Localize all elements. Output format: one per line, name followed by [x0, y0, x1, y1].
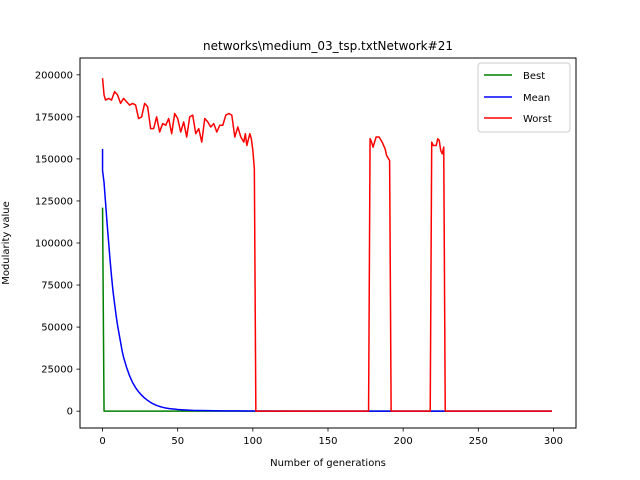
y-tick-label: 25000 [41, 365, 73, 376]
legend: Best Mean Worst [477, 62, 571, 133]
x-tick-label: 50 [171, 436, 184, 447]
series-line-worst [101, 78, 552, 412]
chart-title: networks\medium_03_tsp.txtNetwork#21 [203, 39, 453, 53]
y-tick-label: 75000 [41, 281, 73, 292]
series-line-mean [101, 148, 552, 412]
x-tick-label: 0 [99, 436, 105, 447]
legend-box [477, 62, 571, 133]
legend-label-best: Best [523, 71, 545, 82]
x-tick-label: 300 [544, 436, 563, 447]
x-tick-label: 200 [394, 436, 413, 447]
y-tick-label: 125000 [35, 196, 73, 207]
y-tick-label: 150000 [35, 154, 73, 165]
legend-label-mean: Mean [523, 93, 550, 104]
legend-label-worst: Worst [523, 114, 552, 125]
x-tick-label: 150 [318, 436, 337, 447]
y-tick-label: 0 [67, 407, 73, 418]
series-layer [101, 78, 552, 412]
y-tick-label: 175000 [35, 112, 73, 123]
y-axis-label: Modularity value [1, 201, 12, 285]
y-tick-label: 50000 [41, 323, 73, 334]
x-axis-label: Number of generations [270, 458, 386, 469]
y-tick-label: 200000 [35, 70, 73, 81]
x-tick-label: 100 [243, 436, 262, 447]
y-axis-ticks: 0 25000 50000 75000 100000 125000 150000 175000… [35, 70, 80, 418]
x-tick-label: 250 [469, 436, 488, 447]
x-axis-ticks: 0 50 100 150 200 250 300 [99, 428, 563, 447]
y-tick-label: 100000 [35, 239, 73, 250]
